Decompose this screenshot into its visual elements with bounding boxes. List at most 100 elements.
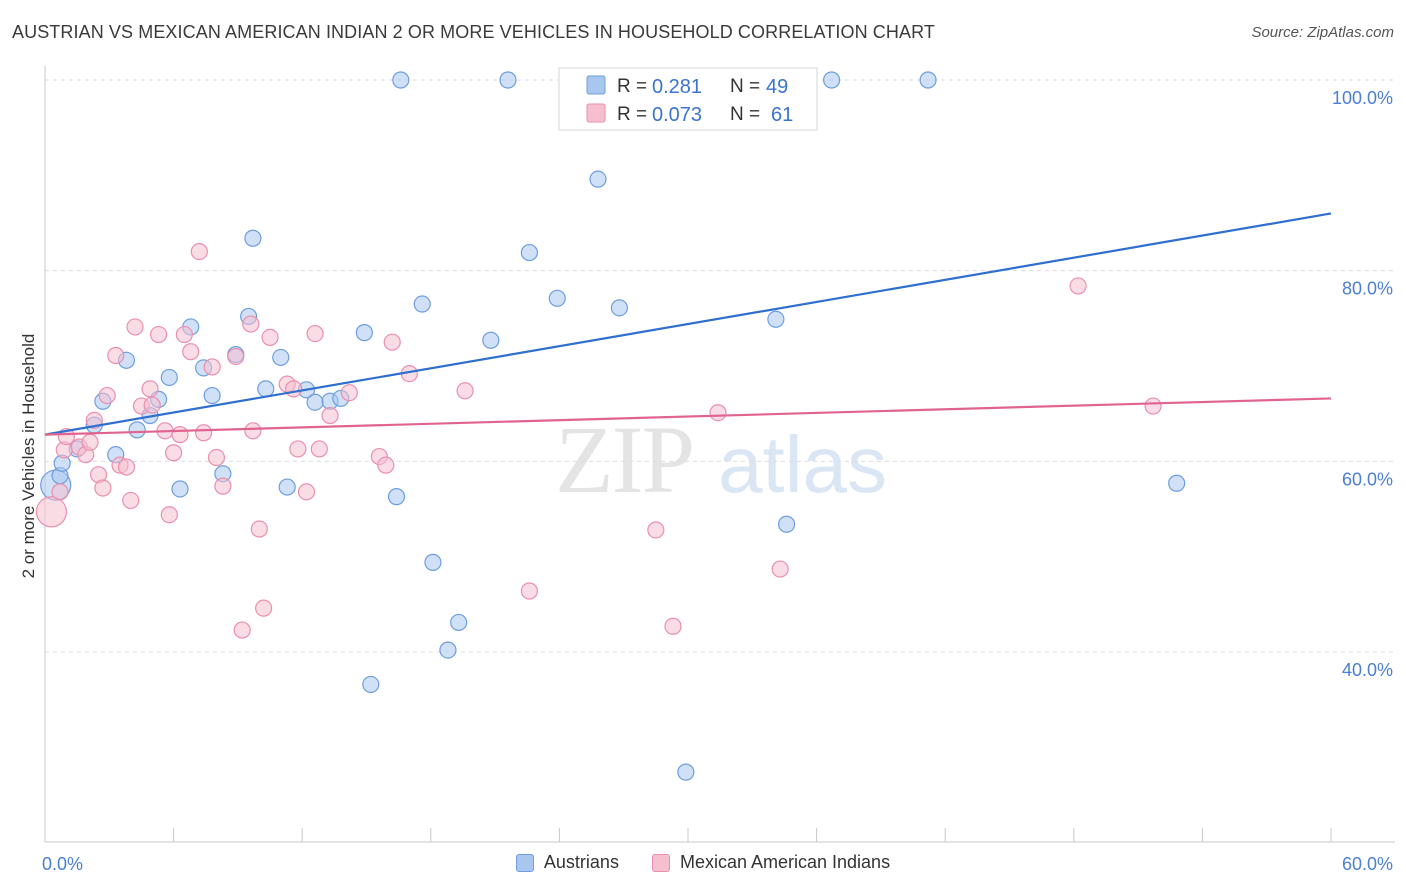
- mexican-point-9: [94, 479, 112, 497]
- austrians-point-22: [278, 478, 296, 496]
- mexican-point-42: [306, 324, 324, 343]
- mexican-point-10: [98, 386, 116, 405]
- tick-labels: 40.0% 60.0% 80.0% 100.0% 0.0% 60.0%: [42, 88, 1393, 874]
- mexican-point-31: [227, 347, 245, 366]
- mexican-point-39: [285, 380, 303, 398]
- mexican-point-33: [242, 315, 260, 333]
- mexican-point-27: [195, 424, 213, 442]
- mexican-trend-line: [44, 397, 1332, 436]
- bottom-legend: Austrians Mexican American Indians: [0, 852, 1406, 877]
- mexican-point-41: [297, 483, 316, 501]
- mexican-point-17: [141, 380, 159, 398]
- trend-lines: [44, 212, 1332, 436]
- austrians-point-11: [160, 368, 178, 387]
- austrians-swatch-icon: [515, 853, 534, 872]
- mexican-point-54: [709, 404, 727, 422]
- austrians-point-21: [272, 348, 290, 367]
- austrians-point-39: [589, 170, 607, 188]
- x-tick-label-1: 60.0%: [1342, 854, 1393, 874]
- y-tick-label-0: 40.0%: [1342, 660, 1393, 680]
- austrians-point-42: [677, 763, 695, 781]
- austrians-point-8: [128, 421, 146, 439]
- mexican-point-34: [244, 422, 262, 440]
- mexican-point-13: [117, 458, 136, 476]
- mexican-point-19: [149, 325, 168, 344]
- mexican-point-43: [310, 440, 328, 458]
- mexican-point-18: [143, 396, 161, 414]
- mexican-point-29: [207, 448, 226, 467]
- x-tick-label-0: 0.0%: [42, 854, 83, 874]
- legend-n-value-2: 61: [771, 104, 793, 126]
- austrians-point-40: [610, 299, 629, 317]
- austrians-point-48: [1168, 474, 1186, 492]
- austrians-point-32: [424, 553, 442, 571]
- austrians-point-33: [450, 613, 468, 632]
- mexican-point-21: [160, 506, 178, 524]
- y-axis-label: 2 or more Vehicles in Household: [19, 334, 38, 579]
- mexican-point-6: [81, 433, 99, 451]
- watermark-zip: ZIP: [555, 406, 693, 513]
- austrians-point-27: [362, 675, 380, 694]
- mexican-point-28: [203, 358, 221, 376]
- legend-r-value-2: 0.073: [652, 104, 702, 126]
- legend-swatch-austrians: [586, 75, 606, 95]
- austrians-point-20: [257, 380, 275, 398]
- austrians-point-34: [439, 641, 457, 659]
- mexican-point-23: [171, 426, 189, 444]
- austrians-point-28: [355, 324, 373, 342]
- legend-n-label-1: N =: [730, 76, 760, 97]
- y-tick-label-3: 100.0%: [1332, 88, 1393, 108]
- mexican-point-15: [126, 318, 144, 336]
- austrians-point-15: [203, 386, 221, 405]
- mexican-point-11: [107, 346, 125, 365]
- legend: R = 0.281 N = 49 R = 0.073 N = 61: [558, 67, 818, 131]
- legend-r-label-2: R =: [617, 104, 647, 125]
- axes: [44, 66, 1395, 843]
- mexican-point-55: [771, 560, 789, 578]
- mexican-point-35: [250, 520, 268, 538]
- mexican-point-44: [321, 406, 339, 425]
- austrians-trend-line: [44, 212, 1332, 436]
- austrians-point-45: [777, 515, 796, 533]
- austrians-point-47: [919, 71, 937, 89]
- austrians-point-12: [171, 480, 189, 498]
- austrians-point-19: [244, 229, 262, 247]
- legend-n-label-2: N =: [730, 104, 760, 125]
- mexican-point-7: [85, 411, 103, 429]
- mexican-point-14: [122, 491, 140, 510]
- austrians-point-36: [499, 71, 517, 89]
- austrians-point-29: [387, 488, 406, 506]
- y-tick-label-1: 60.0%: [1342, 469, 1393, 489]
- mexican-swatch-icon: [651, 853, 670, 872]
- mexican-point-47: [377, 456, 395, 474]
- austrians-point-37: [520, 243, 538, 262]
- mexican-point-53: [664, 617, 682, 635]
- austrians-point-38: [548, 289, 566, 307]
- source-credit: Source: ZipAtlas.com: [1251, 24, 1394, 41]
- mexican-point-24: [175, 325, 193, 344]
- legend-n-value-1: 49: [766, 76, 788, 98]
- bottom-legend-label-mexican: Mexican American Indians: [679, 852, 891, 872]
- y-tick-label-2: 80.0%: [1342, 279, 1393, 299]
- legend-swatch-mexican: [586, 103, 606, 123]
- austrians-point-30: [392, 71, 410, 89]
- mexican-point-45: [340, 384, 358, 402]
- bottom-legend-label-austrians: Austrians: [543, 852, 619, 872]
- mexican-point-37: [261, 328, 279, 346]
- watermark: ZIP atlas: [555, 406, 887, 513]
- mexican-point-52: [647, 521, 665, 539]
- austrians-point-24: [306, 393, 324, 411]
- mexican-point-51: [520, 582, 538, 600]
- series-mexican-points: [35, 243, 1162, 639]
- mexican-point-25: [182, 343, 200, 361]
- bottom-legend-austrians: Austrians: [515, 852, 619, 873]
- mexican-point-30: [214, 477, 232, 495]
- legend-r-value-1: 0.281: [652, 76, 702, 98]
- mexican-point-50: [456, 382, 474, 400]
- gridlines: [45, 79, 1395, 653]
- austrians-point-46: [823, 71, 841, 89]
- legend-r-label-1: R =: [617, 76, 647, 97]
- mexican-point-56: [1069, 277, 1087, 295]
- watermark-atlas: atlas: [718, 420, 887, 509]
- mexican-point-22: [165, 444, 183, 462]
